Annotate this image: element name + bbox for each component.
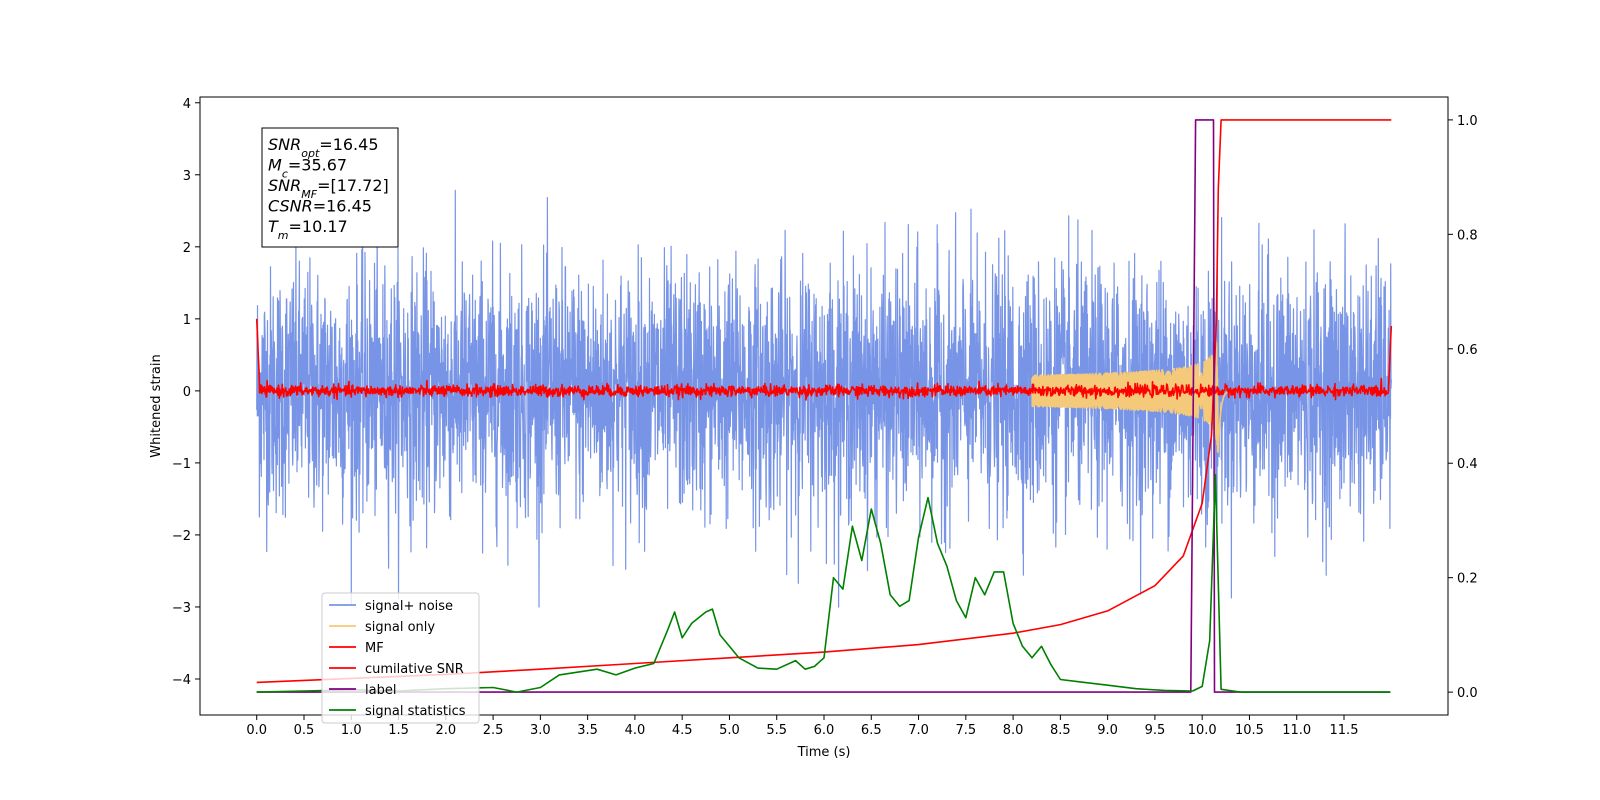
y2-tick-label: 0.0 [1457,686,1478,701]
info-snr-opt: SNRopt=16.45 [268,135,379,160]
y2-tick-label: 0.6 [1457,343,1478,358]
x-tick-label: 8.0 [1003,723,1024,738]
y2-tick-label: 0.8 [1457,228,1478,243]
x-tick-label: 9.5 [1145,723,1166,738]
x-tick-label: 6.5 [861,723,882,738]
legend-label: signal+ noise [365,599,453,614]
snr-info-box: SNRopt=16.45 Mc=35.67 SNRMF=[17.72] CSNR… [261,127,399,248]
info-snr-mf: SNRMF=[17.72] [268,176,389,201]
y2-tick-label: 0.2 [1457,572,1478,587]
x-tick-label: 10.5 [1235,723,1264,738]
y-tick-label: 1 [183,313,191,328]
x-tick-label: 6.0 [814,723,835,738]
y-axis-right: 1.0 0.8 0.6 0.4 0.2 0.0 [1448,114,1478,701]
x-tick-label: 4.0 [625,723,646,738]
x-tick-label: 1.5 [388,723,409,738]
legend-label: label [365,683,396,698]
y-tick-label: 0 [183,385,191,400]
y-tick-label: −1 [172,457,191,472]
x-tick-label: 5.0 [719,723,740,738]
info-mc: Mc=35.67 [268,156,347,181]
x-tick-label: 5.5 [766,723,787,738]
series-line-3 [255,318,1393,401]
y-tick-label: 2 [183,241,191,256]
x-tick-label: 4.5 [672,723,693,738]
x-tick-label: 3.0 [530,723,551,738]
x-tick-label: 11.5 [1330,723,1359,738]
x-tick-label: 7.5 [955,723,976,738]
x-tick-label: 0.5 [294,723,315,738]
series-layer [255,119,1393,693]
y-axis-label: Whitened strain [149,354,164,457]
y2-tick-label: 0.4 [1457,457,1478,472]
x-tick-label: 2.5 [483,723,504,738]
y2-tick-label: 1.0 [1457,114,1478,129]
y-tick-label: −2 [172,529,191,544]
legend: signal+ noise signal only MF cumilative SNR… [321,592,480,724]
x-axis: 0.0 0.5 1.0 1.5 2.0 2.5 3.0 3.5 4.0 4.5 5.0 5.5 6.0 6… [246,715,1358,738]
y-tick-label: −4 [172,673,191,688]
legend-label: MF [365,641,384,656]
info-tm: Tm=10.17 [268,217,348,242]
x-tick-label: 2.0 [435,723,456,738]
x-tick-label: 8.5 [1050,723,1071,738]
series-line-4 [256,119,1392,684]
y-tick-label: −3 [172,601,191,616]
y-tick-label: 4 [183,97,191,112]
series-line-1 [256,189,1392,608]
legend-label: signal only [365,620,435,635]
x-tick-label: 9.0 [1097,723,1118,738]
x-axis-label: Time (s) [797,745,851,760]
y-tick-label: 3 [183,169,191,184]
x-tick-label: 3.5 [577,723,598,738]
info-csnr: CSNR=16.45 [268,197,372,216]
x-tick-label: 0.0 [246,723,267,738]
legend-label: signal statistics [365,704,466,719]
x-tick-label: 7.0 [908,723,929,738]
legend-label: cumilative SNR [365,662,464,677]
x-tick-label: 10.0 [1188,723,1217,738]
y-axis-left: 4 3 2 1 0 −1 −2 −3 −4 [172,97,200,688]
x-tick-label: 11.0 [1282,723,1311,738]
legend-frame [321,592,480,724]
x-tick-label: 1.0 [341,723,362,738]
info-box-frame [261,127,399,248]
series-line-6 [256,473,1391,693]
